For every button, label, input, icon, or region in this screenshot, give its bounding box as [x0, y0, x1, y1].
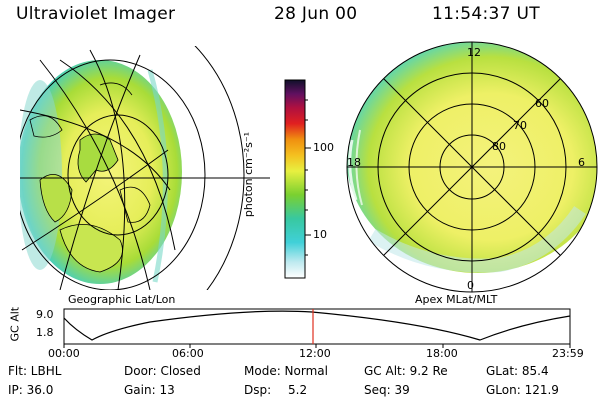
aurora-oval-right [347, 42, 597, 273]
polar-grid [346, 41, 598, 293]
mlt-label-12: 12 [467, 46, 481, 59]
dsp-readout: Dsp: [244, 383, 272, 397]
timeline-xtick-0000: 00:00 [48, 347, 80, 360]
geographic-caption: Geographic Lat/Lon [68, 293, 176, 306]
mlat-label-80: 80 [492, 140, 506, 153]
colorbar-tick-10: 10 [313, 228, 327, 241]
time-label: 11:54:37 UT [432, 4, 540, 24]
geographic-map [20, 46, 270, 290]
colorbar-tick-100: 100 [313, 141, 334, 154]
gc-alt-readout: GC Alt: 9.2 Re [364, 364, 448, 378]
gain-readout: Gain: 13 [124, 383, 175, 397]
timeline-ytick-max: 9.0 [36, 308, 54, 321]
colorbar-scale [284, 79, 306, 279]
timeline-xtick-1800: 18:00 [426, 347, 458, 360]
timeline-ytick-min: 1.8 [36, 326, 54, 339]
filter-readout: Flt: LBHL [8, 364, 62, 378]
instrument-title: Ultraviolet Imager [16, 4, 176, 24]
door-readout: Door: Closed [124, 364, 201, 378]
altitude-timeline [63, 308, 571, 348]
apex-caption: Apex MLat/MLT [415, 293, 498, 306]
mlt-label-0: 0 [467, 279, 474, 292]
polar-plot [346, 41, 598, 293]
timeline-frame [63, 308, 571, 345]
glat-readout: GLat: 85.4 [486, 364, 549, 378]
colorbar-unit-label: photon cm⁻²s⁻¹ [242, 131, 256, 218]
mlt-label-6: 6 [578, 156, 585, 169]
timeline-xtick-0600: 06:00 [172, 347, 204, 360]
ip-readout: IP: 36.0 [8, 383, 54, 397]
glon-readout: GLon: 121.9 [486, 383, 559, 397]
geo-grid [20, 46, 270, 290]
seq-readout: Seq: 39 [364, 383, 410, 397]
dsp-value: 5.2 [288, 383, 308, 397]
date-label: 28 Jun 00 [274, 4, 358, 24]
mlat-label-60: 60 [535, 97, 549, 110]
altitude-curve [63, 310, 571, 341]
mode-readout: Mode: Normal [244, 364, 328, 378]
timeline-xtick-2359: 23:59 [552, 347, 584, 360]
timeline-y-label: GC Alt [8, 306, 22, 342]
mlt-label-18: 18 [347, 156, 361, 169]
timeline-xtick-1200: 12:00 [299, 347, 331, 360]
colorbar [284, 79, 311, 279]
mlat-label-70: 70 [513, 119, 527, 132]
